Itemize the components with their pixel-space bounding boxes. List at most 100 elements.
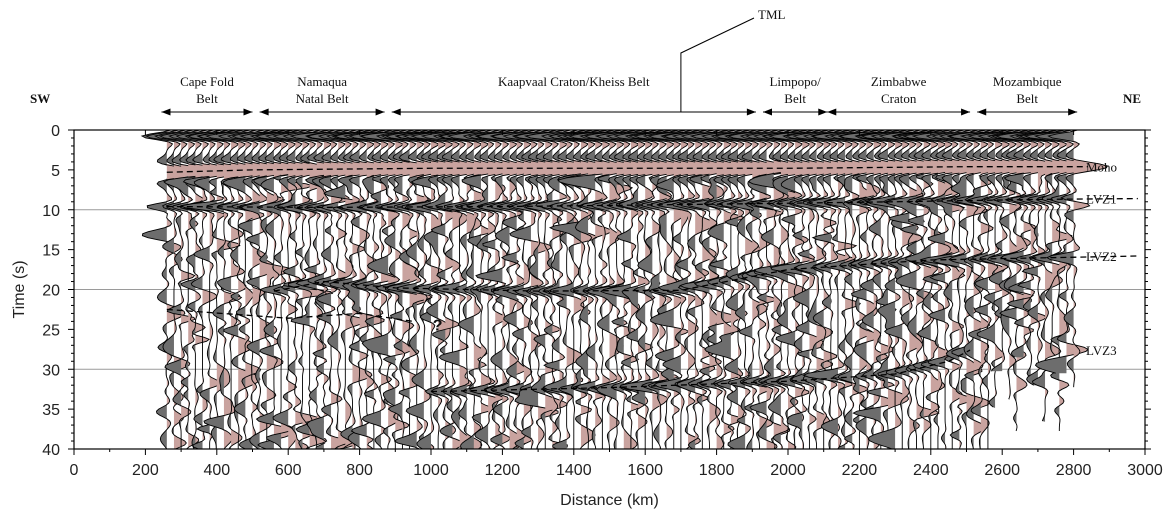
trace-negative-fill (319, 130, 346, 449)
trace-negative-fill (181, 130, 217, 449)
trace-negative-fill (607, 130, 639, 449)
y-tick-label: 25 (42, 322, 60, 339)
trace-line (331, 130, 404, 449)
trace-positive-fill (809, 130, 845, 449)
trace-positive-fill (773, 130, 803, 449)
x-tick-label: 2800 (1056, 462, 1092, 479)
trace-line (710, 130, 785, 449)
trace-positive-fill (702, 130, 745, 449)
trace-positive-fill (388, 130, 424, 449)
trace-line (824, 130, 883, 449)
trace-line (158, 130, 232, 449)
y-tick-label: 0 (51, 123, 60, 140)
trace-line (291, 130, 360, 449)
trace-negative-fill (644, 130, 674, 449)
horizon-lvz1 (166, 197, 1138, 209)
region-label: Zimbabwe (871, 74, 927, 89)
trace-line (852, 130, 911, 449)
trace-line (140, 130, 212, 449)
x-tick-label: 2600 (984, 462, 1020, 479)
trace-negative-fill (438, 130, 467, 449)
trace-line (226, 130, 290, 449)
trace-line (892, 130, 966, 449)
y-tick-label: 40 (42, 442, 60, 459)
trace-line (678, 130, 744, 449)
trace-line (767, 130, 840, 449)
trace-line (754, 130, 828, 449)
trace-negative-fill (349, 130, 382, 449)
trace-negative-fill (557, 130, 589, 449)
x-tick-label: 200 (132, 462, 159, 479)
trace-negative-fill (206, 130, 239, 449)
trace-line (567, 130, 638, 449)
trace-negative-fill (947, 130, 974, 449)
trace-positive-fill (245, 130, 286, 449)
trace-line (977, 130, 1044, 400)
trace-negative-fill (871, 130, 903, 449)
trace-positive-fill (887, 130, 933, 449)
trace-negative-fill (382, 130, 410, 449)
y-tick-label: 5 (51, 163, 60, 180)
trace-line (343, 130, 405, 449)
trace-line (878, 130, 946, 449)
trace-line (962, 130, 1024, 449)
trace-line (810, 130, 881, 449)
y-tick-label: 15 (42, 243, 60, 260)
trace-positive-fill (802, 130, 839, 449)
x-tick-label: 1800 (699, 462, 735, 479)
trace-line (446, 130, 513, 449)
x-tick-label: 600 (275, 462, 302, 479)
trace-positive-fill (345, 130, 377, 449)
trace-line (802, 130, 868, 449)
y-tick-label: 10 (42, 203, 60, 220)
region-arrow-head-right (1068, 108, 1078, 116)
trace-line (837, 130, 904, 449)
trace-negative-fill (880, 130, 910, 449)
trace-line (594, 130, 669, 449)
y-tick-label: 20 (42, 283, 60, 300)
x-tick-label: 400 (203, 462, 230, 479)
trace-positive-fill (880, 130, 910, 449)
trace-negative-fill (853, 130, 881, 449)
trace-line (745, 130, 804, 449)
trace-negative-fill (240, 130, 274, 449)
region-arrow-head-left (161, 108, 171, 116)
trace-line (782, 130, 846, 449)
region-label: Limpopo/ (769, 74, 821, 89)
region-label: Natal Belt (296, 91, 349, 106)
trace-positive-fill (909, 130, 945, 449)
axis-layer: 0 200 400 600 800 1000 1200 1400 1600 1800 2000 220… (11, 123, 1163, 509)
trace-positive-fill (945, 130, 986, 449)
trace-negative-fill (232, 130, 260, 449)
region-arrow-head-left (763, 108, 773, 116)
region-label: Kaapvaal Craton/Kheiss Belt (498, 74, 650, 89)
trace-line (689, 130, 759, 449)
trace-negative-fill (146, 130, 174, 449)
trace-line (402, 130, 483, 449)
trace-line (513, 130, 589, 449)
trace-line (959, 130, 1030, 408)
trace-negative-fill (978, 130, 1010, 401)
trace-negative-fill (746, 130, 774, 449)
tml-label: TML (758, 7, 786, 22)
trace-line (511, 130, 583, 449)
trace-line (946, 130, 1007, 449)
trace-negative-fill (549, 130, 574, 449)
trace-line (289, 130, 371, 449)
trace-line (254, 130, 330, 449)
trace-negative-fill (620, 130, 653, 449)
trace-negative-fill (142, 130, 167, 449)
horizon-label-moho: Moho (1086, 160, 1117, 175)
trace-positive-fill (830, 130, 867, 449)
trace-positive-fill (823, 130, 853, 449)
trace-positive-fill (837, 130, 874, 449)
trace-line (896, 130, 972, 449)
trace-positive-fill (580, 130, 618, 449)
trace-line (642, 130, 708, 449)
x-axis-title: Distance (km) (560, 492, 659, 509)
trace-positive-fill (845, 130, 880, 449)
region-label: Belt (784, 91, 806, 106)
trace-negative-fill (858, 130, 888, 449)
label-layer: Moho LVZ1 LVZ2 LVZ3? (433, 160, 1117, 358)
